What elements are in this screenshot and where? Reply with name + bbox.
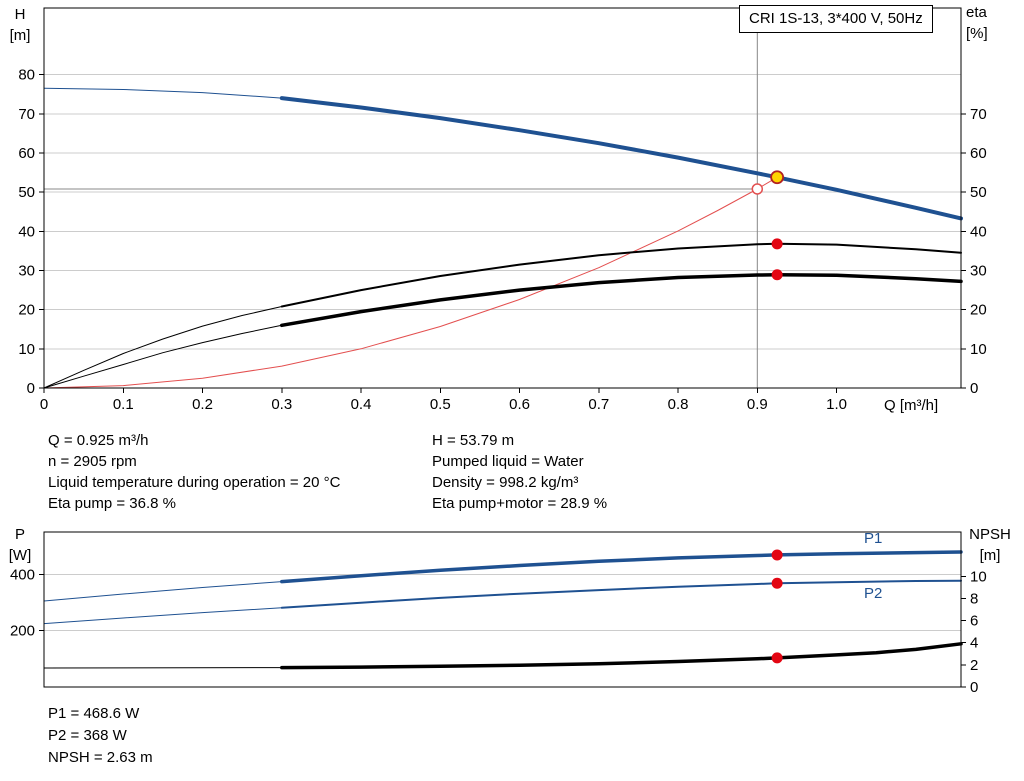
svg-text:1.0: 1.0	[826, 396, 847, 413]
svg-text:30: 30	[970, 262, 987, 279]
q-axis-title: Q [m³/h]	[884, 397, 939, 414]
h-axis-symbol: H	[14, 6, 26, 23]
svg-text:20: 20	[970, 302, 987, 319]
result-p1: P1 = 468.6 W	[48, 705, 140, 722]
svg-text:200: 200	[10, 623, 35, 640]
p-axis-symbol: P	[14, 526, 25, 543]
svg-text:10: 10	[970, 341, 987, 358]
svg-text:0: 0	[970, 380, 978, 397]
info-eta-pump-motor: Eta pump+motor = 28.9 %	[432, 495, 608, 512]
npsh-axis-symbol: NPSH	[969, 526, 1011, 543]
info-pumped-liquid: Pumped liquid = Water	[432, 453, 584, 470]
p2-curve-label: P2	[864, 585, 883, 602]
svg-text:60: 60	[970, 145, 987, 162]
svg-text:0: 0	[970, 679, 978, 696]
h-axis-title: H [m]	[0, 4, 40, 46]
result-npsh: NPSH = 2.63 m	[48, 749, 153, 766]
svg-text:10: 10	[18, 341, 35, 358]
eta-axis-symbol: eta	[966, 4, 987, 21]
svg-text:0.4: 0.4	[351, 396, 372, 413]
svg-text:4: 4	[970, 635, 978, 652]
svg-text:40: 40	[970, 223, 987, 240]
pump-designation-box: CRI 1S-13, 3*400 V, 50Hz	[739, 5, 933, 33]
p-axis-unit: [W]	[8, 547, 32, 564]
info-head: H = 53.79 m	[432, 432, 515, 449]
p-axis-title: P [W]	[0, 524, 40, 566]
svg-text:6: 6	[970, 613, 978, 630]
svg-text:0.6: 0.6	[509, 396, 530, 413]
svg-text:30: 30	[18, 262, 35, 279]
info-eta-pump: Eta pump = 36.8 %	[48, 495, 176, 512]
svg-text:0.5: 0.5	[430, 396, 451, 413]
eta-axis-title: eta [%]	[966, 2, 1008, 44]
svg-text:0.9: 0.9	[747, 396, 768, 413]
svg-text:80: 80	[18, 67, 35, 84]
svg-text:400: 400	[10, 566, 35, 583]
svg-text:70: 70	[970, 106, 987, 123]
eta-axis-unit: [%]	[966, 25, 988, 42]
svg-text:8: 8	[970, 590, 978, 607]
svg-text:60: 60	[18, 145, 35, 162]
npsh-axis-title: NPSH [m]	[960, 524, 1020, 566]
svg-text:40: 40	[18, 223, 35, 240]
npsh-axis-unit: [m]	[979, 547, 1001, 564]
svg-text:0: 0	[40, 396, 48, 413]
svg-text:70: 70	[18, 106, 35, 123]
svg-text:0: 0	[27, 380, 35, 397]
svg-text:50: 50	[18, 184, 35, 201]
info-density: Density = 998.2 kg/m³	[432, 474, 579, 491]
p1-curve-label: P1	[864, 530, 883, 547]
info-block-left: Q = 0.925 m³/h n = 2905 rpm Liquid tempe…	[48, 430, 340, 514]
svg-text:20: 20	[18, 302, 35, 319]
result-p2: P2 = 368 W	[48, 727, 127, 744]
info-liquid-temp: Liquid temperature during operation = 20…	[48, 474, 341, 491]
result-block: P1 = 468.6 W P2 = 368 W NPSH = 2.63 m	[48, 703, 153, 769]
svg-text:0.7: 0.7	[588, 396, 609, 413]
info-block-right: H = 53.79 m Pumped liquid = Water Densit…	[432, 430, 607, 514]
svg-text:2: 2	[970, 657, 978, 674]
info-flow: Q = 0.925 m³/h	[48, 432, 149, 449]
svg-text:0.2: 0.2	[192, 396, 213, 413]
svg-text:0.8: 0.8	[668, 396, 689, 413]
info-speed: n = 2905 rpm	[48, 453, 137, 470]
h-axis-unit: [m]	[9, 27, 31, 44]
svg-text:10: 10	[970, 568, 987, 585]
svg-text:0.3: 0.3	[271, 396, 292, 413]
svg-text:0.1: 0.1	[113, 396, 134, 413]
svg-text:50: 50	[970, 184, 987, 201]
